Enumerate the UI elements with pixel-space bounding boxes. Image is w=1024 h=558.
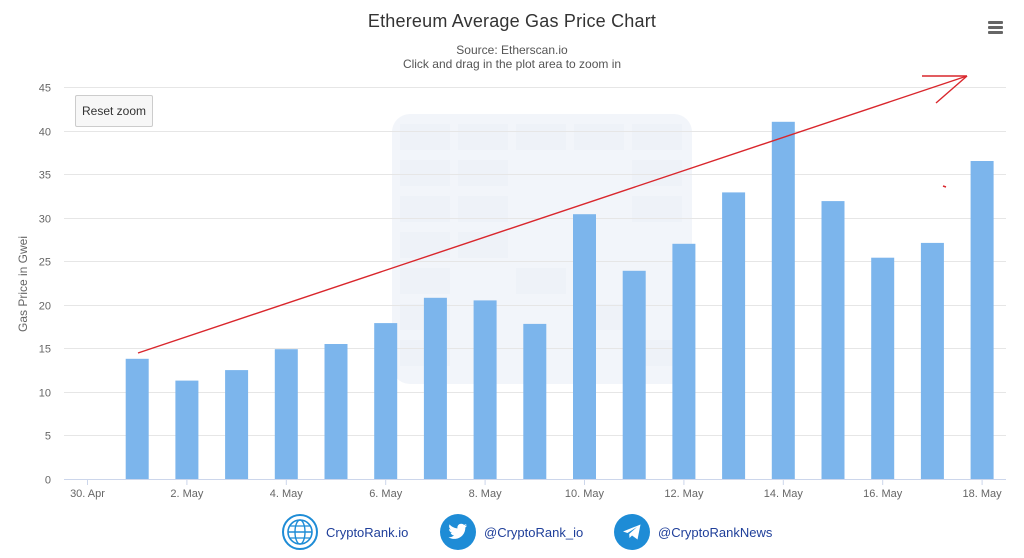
x-tick-label: 30. Apr <box>70 488 105 500</box>
bar[interactable] <box>473 300 497 479</box>
bar[interactable] <box>225 370 249 479</box>
chart-title: Ethereum Average Gas Price Chart <box>367 11 657 31</box>
bar[interactable] <box>920 242 944 479</box>
bar[interactable] <box>821 201 845 479</box>
y-tick-label: 15 <box>39 344 51 356</box>
footer-link-twitter[interactable]: @CryptoRank_io <box>440 513 583 551</box>
reset-zoom-button[interactable]: Reset zoom <box>75 95 153 127</box>
bar[interactable] <box>423 297 447 479</box>
footer-link-telegram[interactable]: @CryptoRankNews <box>614 513 772 551</box>
y-tick-labels: 0 5 10 15 20 25 30 35 40 45 <box>39 83 51 487</box>
y-tick-label: 0 <box>45 475 51 487</box>
x-tick-label: 16. May <box>863 488 903 500</box>
y-tick-label: 35 <box>39 170 51 182</box>
bar[interactable] <box>374 323 398 479</box>
hamburger-menu-icon <box>988 21 1003 24</box>
red-mark <box>942 185 947 188</box>
x-tick-label: 10. May <box>565 488 605 500</box>
x-tick-label: 18. May <box>963 488 1003 500</box>
chart-subtitle: Source: Etherscan.io <box>456 43 568 57</box>
x-tick-label: 4. May <box>270 488 304 500</box>
bar[interactable] <box>324 344 348 479</box>
footer-link-label: @CryptoRank_io <box>484 524 584 540</box>
footer-link-website[interactable]: CryptoRank.io <box>282 513 408 551</box>
x-tick-label: 14. May <box>764 488 804 500</box>
bar[interactable] <box>871 257 895 479</box>
bar[interactable] <box>125 358 149 479</box>
globe-icon <box>282 514 318 550</box>
x-tick-label: 12. May <box>664 488 704 500</box>
bar[interactable] <box>622 270 646 479</box>
bar[interactable] <box>573 214 596 479</box>
x-tick-label: 6. May <box>369 488 403 500</box>
y-tick-label: 5 <box>45 431 51 443</box>
bar[interactable] <box>274 349 298 479</box>
footer-link-label: @CryptoRankNews <box>658 524 773 540</box>
telegram-plane-icon <box>614 514 650 550</box>
bar[interactable] <box>175 380 199 479</box>
y-axis-label: Gas Price in Gwei <box>16 236 30 332</box>
hamburger-menu-icon-line <box>988 31 1003 34</box>
x-tick-label: 8. May <box>469 488 503 500</box>
x-tick-label: 2. May <box>170 488 204 500</box>
y-tick-label: 25 <box>39 257 51 269</box>
grid-layer <box>64 87 1006 436</box>
hamburger-menu-icon-line <box>988 26 1003 29</box>
y-tick-label: 40 <box>39 127 51 139</box>
y-tick-label: 10 <box>39 388 51 400</box>
trend-arrow-annotation <box>137 75 968 354</box>
bar[interactable] <box>523 323 547 479</box>
footer-link-label: CryptoRank.io <box>326 524 409 540</box>
bar[interactable] <box>771 121 795 480</box>
context-menu-button[interactable] <box>984 16 1008 38</box>
x-tick-labels: 30. Apr 2. May 4. May 6. May 8. May 10. May 12… <box>70 479 1002 500</box>
twitter-bird-icon <box>440 514 476 550</box>
bars <box>125 121 994 480</box>
bar[interactable] <box>970 161 994 479</box>
y-tick-label: 20 <box>39 301 51 313</box>
bar[interactable] <box>722 192 746 479</box>
y-tick-label: 30 <box>39 214 51 226</box>
zoom-hint: Click and drag in the plot area to zoom … <box>402 57 622 71</box>
y-tick-label: 45 <box>39 83 51 95</box>
bar[interactable] <box>672 243 696 479</box>
